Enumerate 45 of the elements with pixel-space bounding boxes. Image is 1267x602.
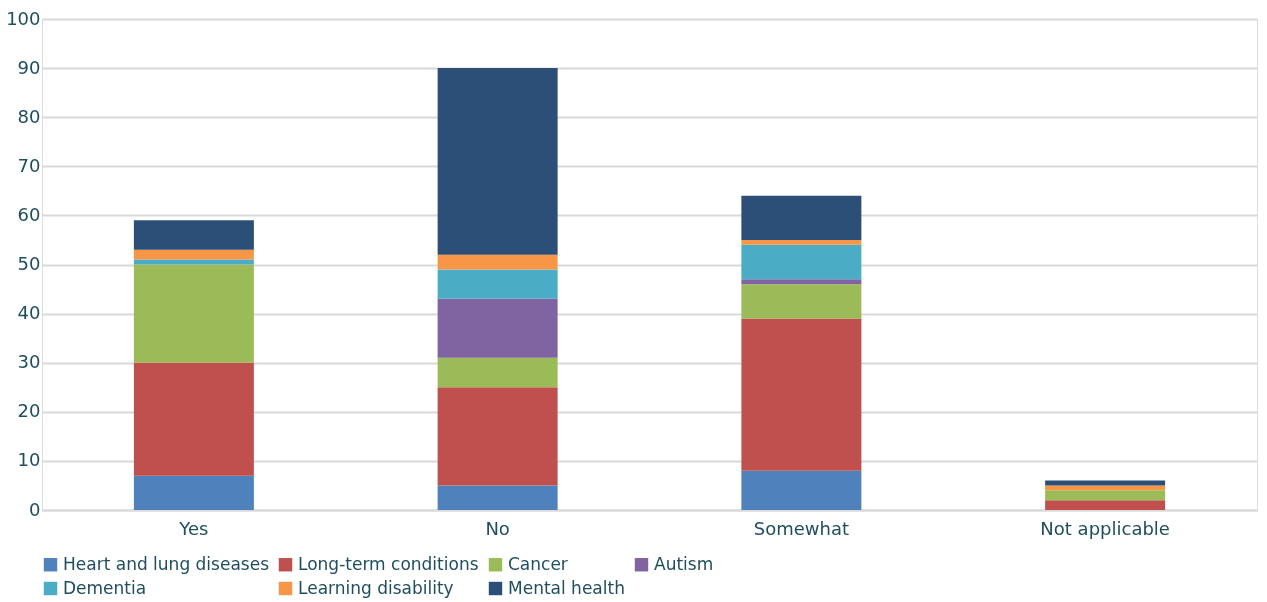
bar: [133, 220, 254, 250]
y-tick-label: 40: [17, 302, 41, 324]
bar: [133, 249, 254, 260]
bar: [437, 254, 558, 270]
bar: [437, 485, 558, 510]
bar: [741, 244, 862, 280]
bar: [741, 284, 862, 319]
bar: [741, 470, 862, 510]
legend-label: Autism: [654, 553, 714, 574]
legend-label: Mental health: [508, 577, 625, 598]
bar: [1045, 490, 1166, 501]
y-tick-label: 20: [17, 400, 41, 422]
bar: [437, 269, 558, 299]
legend-label: Cancer: [508, 553, 568, 574]
legend-label: Heart and lung diseases: [63, 553, 270, 574]
y-tick-label: 90: [17, 56, 41, 78]
y-tick-label: 10: [17, 449, 41, 471]
bar: [133, 475, 254, 510]
bar: [741, 318, 862, 471]
bar: [1045, 485, 1166, 491]
y-tick-label: 60: [17, 203, 41, 225]
bar: [437, 298, 558, 358]
bar: [1045, 500, 1166, 510]
bar: [133, 362, 254, 476]
x-tick-label: Yes: [178, 517, 209, 539]
y-tick-label: 100: [6, 7, 41, 29]
bar: [437, 387, 558, 486]
bar: [133, 259, 254, 265]
bar: [437, 68, 558, 255]
x-tick-label: No: [485, 517, 510, 539]
legend-label: Long-term conditions: [298, 553, 479, 574]
legend-label: Learning disability: [298, 577, 454, 598]
x-tick-label: Somewhat: [753, 517, 850, 539]
bar: [741, 279, 862, 285]
bar: [741, 239, 862, 245]
y-tick-label: 0: [29, 498, 41, 520]
bar: [133, 264, 254, 363]
bar: [437, 357, 558, 388]
bar: [741, 195, 862, 240]
y-tick-label: 30: [17, 351, 41, 373]
y-tick-label: 50: [17, 253, 41, 274]
legend-label: Dementia: [63, 577, 147, 598]
x-tick-label: Not applicable: [1040, 517, 1170, 539]
y-tick-label: 80: [17, 105, 41, 127]
y-tick-label: 70: [17, 154, 41, 176]
